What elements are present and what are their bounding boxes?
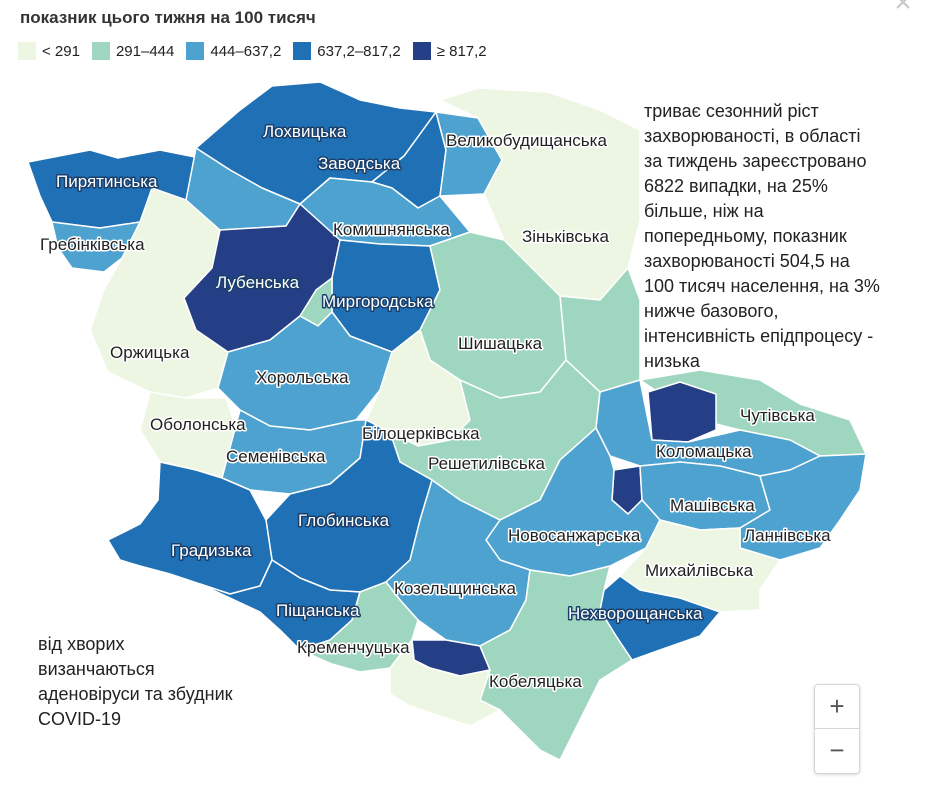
label-kobeliatska: Кобеляцька bbox=[489, 672, 582, 691]
map-regions bbox=[27, 81, 867, 761]
region-kremenchutska[interactable] bbox=[299, 581, 419, 673]
label-mykhailivska: Михайлівська bbox=[645, 561, 754, 580]
legend-label: 637,2–817,2 bbox=[317, 42, 401, 60]
legend-label: < 291 bbox=[42, 42, 80, 60]
label-khorolska: Хорольська bbox=[256, 368, 349, 387]
label-myrhorodska: Миргородська bbox=[322, 292, 434, 311]
label-lannivska: Ланнівська bbox=[744, 526, 831, 545]
pathogen-note: від хворих визанчаються аденовіруси та з… bbox=[38, 634, 233, 729]
legend-label: 291–444 bbox=[115, 42, 175, 60]
label-bilotserkivska: Білоцерківська bbox=[362, 424, 480, 443]
label-komyshnianska: Комишнянська bbox=[333, 220, 450, 239]
legend-swatch bbox=[293, 42, 312, 60]
close-icon[interactable]: × bbox=[888, 0, 918, 14]
region-kobeliatska-west[interactable] bbox=[389, 639, 501, 727]
label-chutivska: Чутівська bbox=[740, 406, 815, 425]
region-lannivska[interactable] bbox=[739, 453, 867, 561]
zoom-out-button[interactable]: − bbox=[815, 728, 859, 772]
label-lokhvytska: Лохвицька bbox=[263, 122, 347, 141]
legend-swatch bbox=[186, 42, 205, 60]
legend-label: ≥ 817,2 bbox=[436, 42, 487, 60]
label-reshetylivska: Решетилівська bbox=[428, 454, 546, 473]
label-hlobynska: Глобинська bbox=[298, 511, 390, 530]
label-pishchanska: Піщанська bbox=[276, 601, 360, 620]
label-nekhvoroshchanska: Нехворощанська bbox=[568, 604, 703, 623]
summary-note: триває сезонний ріст захворюваності, в о… bbox=[644, 101, 880, 371]
label-velykobudyshchanska: Великобудищанська bbox=[446, 131, 607, 150]
label-kolomatska: Коломацька bbox=[656, 442, 752, 461]
label-zinkivska: Зіньківська bbox=[522, 227, 610, 246]
zoom-in-button[interactable]: + bbox=[829, 691, 845, 721]
region-karlivka[interactable] bbox=[647, 381, 717, 443]
label-orzhytska: Оржицька bbox=[110, 343, 190, 362]
legend-item: ≥ 817,2 bbox=[412, 42, 487, 60]
legend-swatch bbox=[91, 42, 110, 60]
label-kremenchutska: Кременчуцька bbox=[297, 638, 410, 657]
legend-item: 637,2–817,2 bbox=[293, 42, 401, 60]
label-hradyzka: Градизька bbox=[171, 541, 252, 560]
label-zavodska: Заводська bbox=[318, 154, 401, 173]
label-shyshatska: Шишацька bbox=[458, 334, 543, 353]
label-hrebinkivska: Гребінківська bbox=[40, 235, 145, 254]
label-novosanzharska: Новосанжарська bbox=[508, 526, 641, 545]
label-mashivska: Машівська bbox=[670, 496, 755, 515]
label-lubenska: Лубенська bbox=[216, 273, 300, 292]
legend-label: 444–637,2 bbox=[210, 42, 282, 60]
legend-item: 444–637,2 bbox=[186, 42, 281, 60]
legend-item: < 291 bbox=[18, 42, 80, 60]
label-kozelshchynska: Козельщинська bbox=[394, 579, 516, 598]
label-obolonska: Оболонська bbox=[150, 415, 246, 434]
legend-swatch bbox=[18, 42, 36, 60]
label-pyriatynska: Пирятинська bbox=[56, 172, 158, 191]
region-labels: Лохвицька Великобудищанська Заводська Пи… bbox=[39, 121, 833, 693]
region-hrebinkivska[interactable] bbox=[51, 221, 141, 273]
legend-item: 291–444 bbox=[91, 42, 175, 60]
legend: < 291 291–444 444–637,2 637,2–817,2 ≥ 81… bbox=[18, 42, 487, 60]
legend-swatch bbox=[412, 42, 431, 60]
map-title: показник цього тижня на 100 тисяч bbox=[20, 8, 316, 27]
label-semenivska: Семенівська bbox=[226, 447, 326, 466]
zoom-control: + − bbox=[814, 684, 860, 774]
